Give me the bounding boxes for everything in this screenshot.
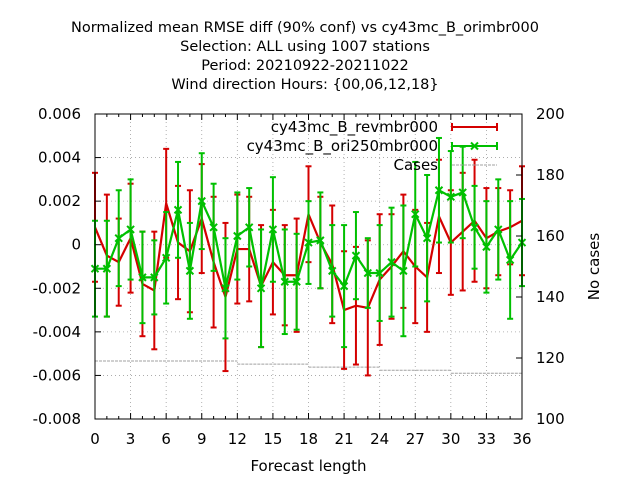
y-tick-label: 0.006 xyxy=(38,105,81,123)
data-point xyxy=(150,273,159,282)
y-tick-label: 0.004 xyxy=(38,149,81,167)
data-point xyxy=(173,205,183,215)
y2-tick-label: 160 xyxy=(536,227,565,245)
x-tick-label: 12 xyxy=(228,430,247,448)
chart-title: Normalized mean RMSE diff (90% conf) vs … xyxy=(71,20,539,93)
data-point xyxy=(138,273,147,282)
data-point xyxy=(114,233,123,243)
x-tick-label: 3 xyxy=(126,430,136,448)
legend: cy43mc_B_revmbr000cy43mc_B_ori250mbr000C… xyxy=(247,118,498,174)
legend-label: cy43mc_B_ori250mbr000 xyxy=(247,137,438,156)
x-tick-label: 21 xyxy=(335,430,354,448)
x-tick-label: 18 xyxy=(299,430,318,448)
data-point xyxy=(304,238,313,247)
y2-tick-label: 180 xyxy=(536,166,565,184)
data-point xyxy=(458,188,467,197)
data-point xyxy=(363,268,373,278)
x-tick-label: 30 xyxy=(441,430,460,448)
data-point xyxy=(185,266,195,276)
data-point xyxy=(399,266,408,276)
x-tick-label: 36 xyxy=(512,430,531,448)
x-tick-label: 6 xyxy=(161,430,171,448)
data-point xyxy=(505,255,515,265)
data-point xyxy=(482,242,491,252)
data-point xyxy=(221,284,230,293)
data-point xyxy=(339,281,349,291)
data-point xyxy=(470,223,479,232)
y2-tick-label: 140 xyxy=(536,288,565,306)
y-tick-label: -0.006 xyxy=(33,366,81,384)
data-point xyxy=(233,231,242,241)
y-tick-label: -0.004 xyxy=(33,323,81,341)
data-point xyxy=(494,225,503,234)
data-point xyxy=(328,266,337,276)
x-tick-label: 15 xyxy=(263,430,282,448)
x-tick-label: 24 xyxy=(370,430,389,448)
cases-series xyxy=(95,360,522,374)
data-point xyxy=(411,210,420,219)
data-point xyxy=(292,277,301,286)
y-tick-label: -0.002 xyxy=(33,279,81,297)
y2-axis-label: No cases xyxy=(585,233,603,301)
y2-tick-label: 200 xyxy=(536,105,565,123)
y-tick-label: 0.002 xyxy=(38,192,81,210)
y-tick-label: -0.008 xyxy=(33,410,81,428)
x-tick-label: 27 xyxy=(406,430,425,448)
data-point xyxy=(422,233,432,243)
axis-ticks: -0.008 -0.006 -0.004 -0.002 0 0.002 0.004 0.006… xyxy=(33,105,565,448)
y-tick-label: 0 xyxy=(71,236,81,254)
title-line-4: Wind direction Hours: {00,06,12,18} xyxy=(171,77,438,93)
y2-tick-label: 100 xyxy=(536,410,565,428)
data-point xyxy=(446,192,456,201)
x-axis-label: Forecast length xyxy=(250,457,366,475)
data-point xyxy=(102,264,112,273)
title-line-3: Period: 20210922-20211022 xyxy=(201,58,409,74)
data-point xyxy=(209,223,218,232)
title-line-1: Normalized mean RMSE diff (90% conf) vs … xyxy=(71,20,539,36)
x-tick-label: 0 xyxy=(90,430,100,448)
data-point xyxy=(268,225,278,234)
legend-label: cy43mc_B_revmbr000 xyxy=(271,118,438,137)
data-point xyxy=(351,251,361,260)
data-point xyxy=(161,253,171,262)
x-tick-label: 9 xyxy=(197,430,207,448)
data-point xyxy=(316,236,325,245)
x-tick-label: 33 xyxy=(477,430,496,448)
y2-tick-label: 120 xyxy=(536,349,565,367)
data-point xyxy=(280,277,289,286)
data-point xyxy=(126,225,135,234)
data-point xyxy=(197,196,206,206)
title-line-2: Selection: ALL using 1007 stations xyxy=(180,39,430,55)
data-point xyxy=(387,257,396,267)
data-point xyxy=(375,268,384,278)
legend-label: Cases xyxy=(393,156,438,174)
data-series xyxy=(90,136,527,377)
data-point xyxy=(434,186,444,195)
data-point xyxy=(244,223,254,232)
legend-marker xyxy=(470,141,479,151)
data-point xyxy=(256,284,266,293)
